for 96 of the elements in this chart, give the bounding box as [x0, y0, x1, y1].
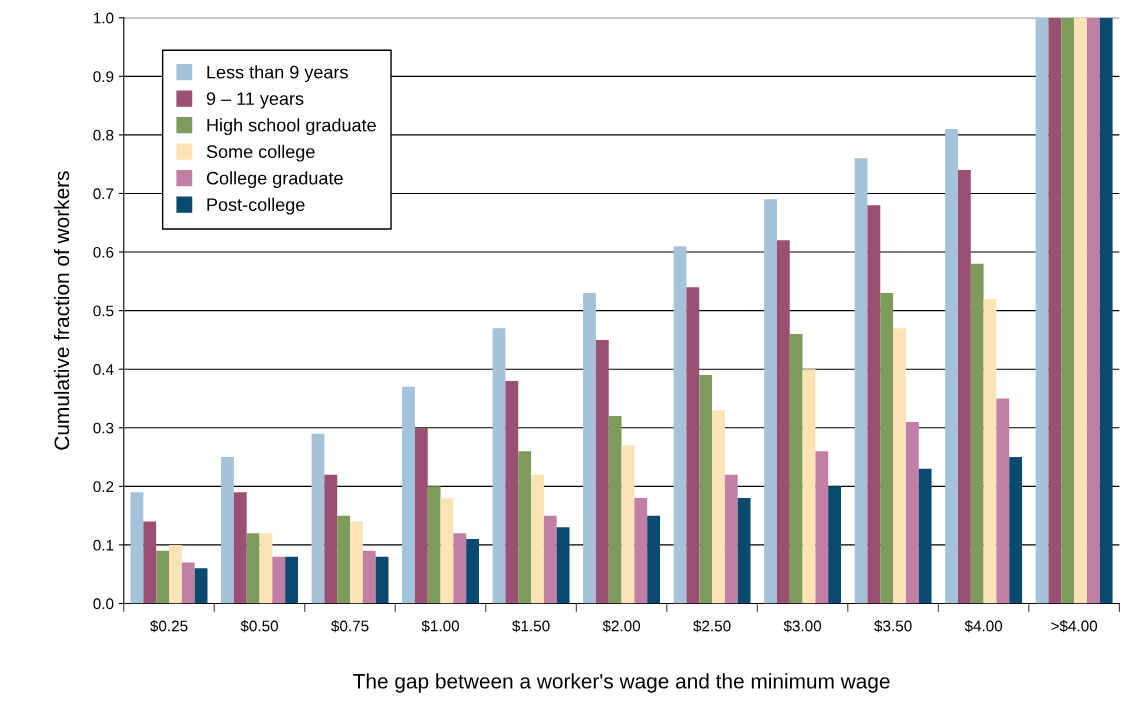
bar	[1061, 17, 1075, 604]
bar	[375, 556, 389, 604]
bar	[272, 556, 286, 604]
x-tick-label: $0.75	[331, 619, 369, 633]
bar	[815, 451, 829, 604]
bar	[583, 293, 596, 604]
x-tick-label: $0.25	[150, 619, 188, 633]
bar	[505, 380, 519, 604]
bar	[324, 474, 338, 604]
x-tick-label: $4.00	[964, 619, 1003, 633]
bar	[1048, 17, 1062, 604]
bar	[621, 445, 635, 604]
y-tick-label: 1.0	[93, 12, 114, 24]
x-tick-label: $1.00	[421, 619, 460, 633]
bar	[918, 468, 932, 604]
bar	[880, 293, 894, 604]
y-tick-label: 0.3	[93, 422, 114, 434]
legend-label: High school graduate	[207, 118, 376, 136]
bar	[970, 263, 984, 604]
bar	[737, 498, 751, 604]
legend-label: 9 – 11 years	[206, 92, 304, 109]
bar	[427, 486, 441, 604]
bar	[246, 533, 260, 604]
y-tick-label: 0.9	[93, 71, 114, 83]
y-tick-label: 0.2	[93, 481, 114, 493]
bar	[893, 328, 906, 604]
bar	[337, 515, 351, 604]
bar	[776, 240, 790, 604]
bar	[350, 521, 363, 604]
bar	[634, 498, 648, 604]
bar	[492, 328, 506, 604]
legend-label: Some college	[206, 144, 315, 162]
bar	[1086, 17, 1100, 604]
bar	[233, 492, 247, 604]
bar	[724, 474, 738, 604]
bar	[402, 386, 415, 604]
bar	[543, 515, 557, 604]
bar	[802, 369, 816, 604]
bar	[647, 515, 661, 604]
bar	[1099, 17, 1113, 604]
bar	[221, 457, 234, 604]
x-tick-label: $2.00	[602, 619, 641, 633]
bar	[556, 527, 570, 604]
bar	[181, 562, 195, 604]
bar	[764, 199, 777, 604]
y-tick-label: 0.7	[93, 188, 114, 200]
x-tick-label: $3.50	[874, 619, 912, 633]
legend-label: Less than 9 years	[207, 65, 348, 83]
bar	[595, 339, 609, 604]
y-tick-label: 0.5	[93, 305, 114, 317]
bar	[453, 533, 467, 604]
bar	[440, 498, 454, 604]
bar	[957, 170, 971, 604]
legend-label: College graduate	[206, 171, 343, 189]
bar	[285, 556, 298, 604]
y-tick-label: 0.0	[93, 598, 114, 610]
x-tick-label: >$4.00	[1051, 619, 1098, 633]
bar	[686, 287, 700, 604]
bar	[854, 158, 868, 604]
bar	[1009, 457, 1023, 604]
bar	[828, 486, 842, 604]
y-axis-title: Cumulative fraction of workers	[53, 171, 70, 450]
bar	[789, 334, 803, 604]
bar	[259, 533, 273, 604]
x-tick-label: $3.00	[783, 619, 822, 633]
x-tick-label: $1.50	[512, 619, 550, 633]
bar	[673, 246, 687, 604]
bar	[169, 544, 182, 604]
bar	[143, 521, 157, 604]
bar	[531, 474, 544, 604]
y-tick-label: 0.1	[93, 539, 114, 551]
x-tick-label: $2.50	[693, 619, 731, 633]
bar	[699, 375, 713, 604]
bar	[983, 298, 997, 604]
bar	[194, 568, 208, 604]
y-tick-label: 0.4	[93, 364, 114, 375]
bar	[362, 550, 376, 604]
x-tick-label: $0.50	[240, 619, 279, 633]
y-tick-label: 0.6	[93, 246, 114, 258]
bar	[996, 398, 1010, 604]
bar	[905, 421, 919, 604]
bar	[712, 410, 725, 604]
bar	[414, 427, 428, 604]
x-axis-title: The gap between a worker's wage and the minimum wage	[353, 673, 890, 693]
legend-label: Post-college	[207, 197, 305, 215]
bar	[1074, 17, 1087, 604]
bar	[130, 492, 144, 604]
bar	[608, 416, 622, 604]
bar	[1035, 17, 1049, 604]
bar	[945, 129, 958, 604]
bar	[518, 451, 532, 604]
bar	[156, 550, 170, 604]
bar	[466, 539, 480, 604]
y-tick-label: 0.8	[93, 129, 114, 141]
bar	[867, 205, 881, 604]
bar	[311, 433, 325, 604]
